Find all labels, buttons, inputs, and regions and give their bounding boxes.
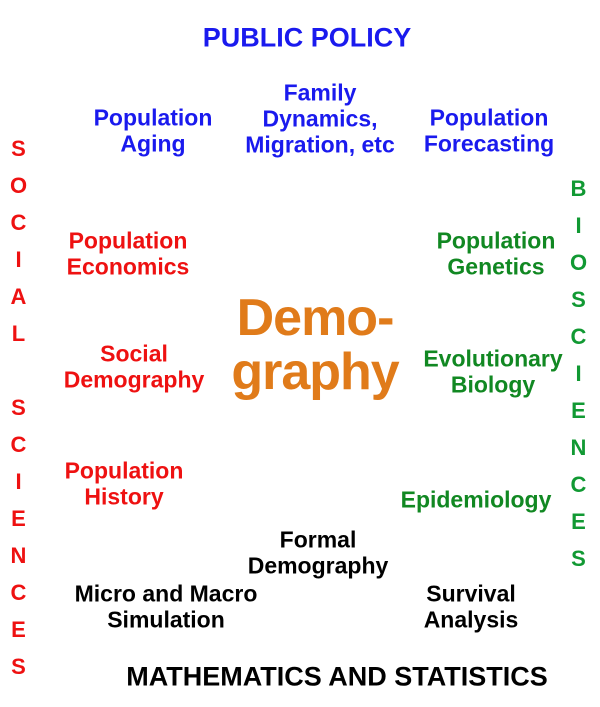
topic-label: Formal (279, 526, 357, 553)
public-policy-label: PUBLIC POLICY (202, 22, 412, 53)
topic-label: Demography (247, 552, 389, 579)
topic-label: Population (64, 457, 184, 484)
topic-label: Dynamics, (262, 105, 378, 132)
topic-label: Biology (450, 371, 536, 398)
topic-label: Population (429, 104, 549, 131)
topic-label: Migration, etc (245, 131, 395, 158)
topic-label: Economics (66, 253, 190, 280)
center-title: graphy (231, 343, 399, 401)
topic-label: History (84, 483, 164, 510)
topic-label: Population (436, 227, 556, 254)
topic-label: Population (93, 104, 213, 131)
topic-label: Social (100, 340, 168, 367)
topic-label: Evolutionary (423, 345, 563, 372)
topic-label: Survival (426, 580, 516, 607)
topic-label: Forecasting (423, 130, 555, 157)
topic-label: Micro and Macro (74, 580, 258, 607)
social-sciences-label: SOCIAL SCIENCES (6, 136, 31, 691)
topic-label: Simulation (107, 606, 225, 633)
math-stats-label: MATHEMATICS AND STATISTICS (126, 661, 548, 692)
topic-label: Epidemiology (400, 486, 552, 513)
topic-label: Demography (63, 366, 205, 393)
topic-label: Analysis (423, 606, 519, 633)
biosciences-label: BIOSCIENCES (566, 176, 591, 583)
center-title: Demo- (236, 289, 395, 347)
topic-label: Family (283, 79, 357, 106)
topic-label: Aging (120, 130, 186, 157)
topic-label: Population (68, 227, 188, 254)
topic-label: Genetics (447, 253, 545, 280)
